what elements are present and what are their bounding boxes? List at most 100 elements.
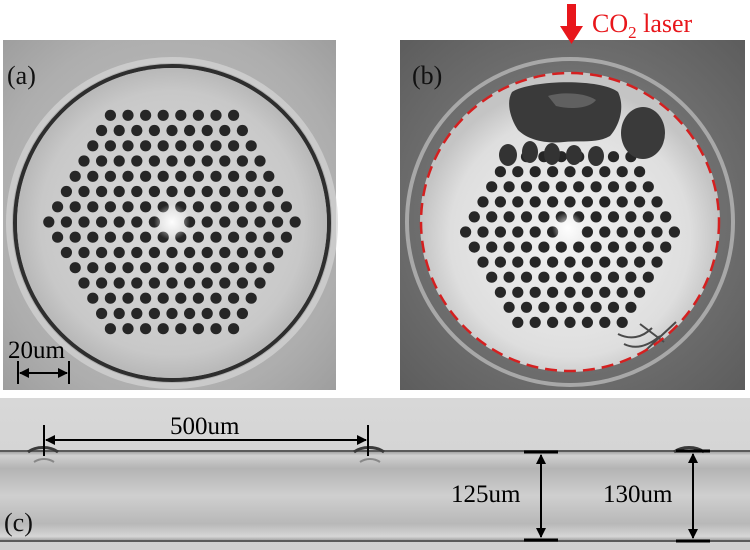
air-hole bbox=[616, 166, 628, 178]
air-hole bbox=[96, 185, 108, 198]
air-hole bbox=[166, 246, 178, 259]
air-hole bbox=[634, 226, 646, 238]
air-hole bbox=[96, 246, 108, 259]
air-hole bbox=[668, 226, 681, 238]
air-hole bbox=[590, 271, 602, 283]
air-hole bbox=[607, 151, 620, 163]
air-hole bbox=[607, 211, 620, 223]
air-hole bbox=[280, 231, 292, 243]
air-hole bbox=[564, 316, 576, 328]
air-hole bbox=[512, 316, 524, 328]
air-hole bbox=[245, 170, 257, 182]
air-hole bbox=[131, 307, 143, 320]
air-hole bbox=[272, 216, 284, 228]
air-hole bbox=[157, 170, 169, 182]
panel-b-laser-label: CO2 laser bbox=[592, 9, 693, 42]
air-hole bbox=[236, 155, 248, 167]
panel-a-cladding-halo bbox=[6, 57, 338, 389]
panel-c-diameter-1-label: 125um bbox=[451, 481, 521, 508]
panel-a-scale-bar: 20um bbox=[8, 337, 70, 384]
panel-b-laser-indicator: CO2 laser bbox=[560, 4, 693, 44]
air-hole bbox=[78, 155, 90, 167]
air-hole bbox=[272, 185, 284, 198]
panel-a-label: (a) bbox=[7, 61, 36, 90]
air-hole bbox=[166, 307, 178, 320]
air-hole bbox=[494, 286, 506, 298]
air-hole bbox=[529, 166, 541, 178]
air-hole bbox=[660, 241, 672, 253]
air-hole bbox=[599, 256, 611, 268]
air-hole bbox=[140, 170, 152, 182]
air-hole bbox=[175, 323, 187, 335]
air-hole bbox=[52, 201, 64, 213]
air-hole bbox=[616, 286, 628, 298]
air-hole bbox=[581, 256, 594, 268]
air-hole bbox=[192, 201, 204, 213]
panel-c: 500um 125um 130um (c) bbox=[0, 398, 750, 550]
air-hole bbox=[642, 241, 654, 253]
air-hole bbox=[581, 196, 594, 208]
air-hole bbox=[122, 109, 134, 121]
air-hole bbox=[651, 256, 663, 268]
air-hole bbox=[210, 109, 222, 121]
air-hole bbox=[104, 170, 116, 182]
air-hole bbox=[113, 124, 125, 137]
panel-b-laser-label-subscript: 2 bbox=[628, 23, 637, 42]
air-hole bbox=[564, 256, 576, 268]
panel-b-laser-label-suffix: laser bbox=[637, 9, 693, 38]
air-hole bbox=[503, 181, 515, 193]
air-hole bbox=[236, 246, 248, 259]
air-hole bbox=[590, 301, 602, 313]
air-hole bbox=[148, 185, 160, 198]
air-hole bbox=[634, 286, 646, 298]
air-hole bbox=[69, 231, 81, 243]
air-hole bbox=[599, 196, 611, 208]
air-hole bbox=[503, 301, 515, 313]
air-hole bbox=[280, 201, 292, 213]
air-hole bbox=[113, 277, 125, 289]
air-hole bbox=[573, 301, 585, 313]
air-hole bbox=[254, 155, 266, 167]
air-hole bbox=[87, 140, 99, 152]
air-hole bbox=[494, 166, 506, 178]
air-hole bbox=[192, 109, 204, 121]
air-hole bbox=[529, 196, 541, 208]
panel-a-core-glow bbox=[154, 204, 190, 240]
panel-b-fiber-outline bbox=[419, 71, 721, 373]
air-hole bbox=[201, 185, 213, 198]
air-hole bbox=[140, 323, 152, 335]
air-hole bbox=[503, 211, 515, 223]
panel-c-diameter-measurement-1: 125um bbox=[451, 450, 558, 542]
air-hole bbox=[210, 140, 222, 152]
air-hole bbox=[219, 155, 231, 167]
air-hole bbox=[192, 231, 204, 243]
air-hole bbox=[122, 262, 134, 274]
air-hole bbox=[87, 231, 99, 243]
air-hole bbox=[503, 271, 515, 283]
air-hole bbox=[254, 277, 266, 289]
air-hole bbox=[131, 216, 143, 228]
air-hole bbox=[460, 226, 472, 238]
air-hole bbox=[131, 155, 143, 167]
air-hole bbox=[104, 292, 116, 304]
air-hole bbox=[52, 231, 64, 243]
air-hole bbox=[43, 216, 55, 228]
air-hole bbox=[201, 155, 213, 167]
air-hole bbox=[555, 301, 567, 313]
air-hole bbox=[210, 292, 222, 304]
panel-b-label: (b) bbox=[412, 61, 442, 90]
air-hole bbox=[201, 307, 213, 320]
air-hole bbox=[272, 246, 284, 259]
air-hole bbox=[228, 323, 240, 335]
panel-a-cladding-edge bbox=[13, 64, 331, 382]
air-hole bbox=[529, 286, 541, 298]
air-hole bbox=[529, 226, 541, 238]
panel-b-elongated-hole bbox=[544, 143, 560, 165]
panel-b-debris bbox=[617, 321, 677, 351]
air-hole bbox=[228, 231, 240, 243]
air-hole bbox=[60, 185, 72, 198]
air-hole bbox=[520, 301, 533, 313]
air-hole bbox=[192, 292, 204, 304]
panel-b-large-cavity bbox=[509, 82, 622, 143]
air-hole bbox=[131, 246, 143, 259]
